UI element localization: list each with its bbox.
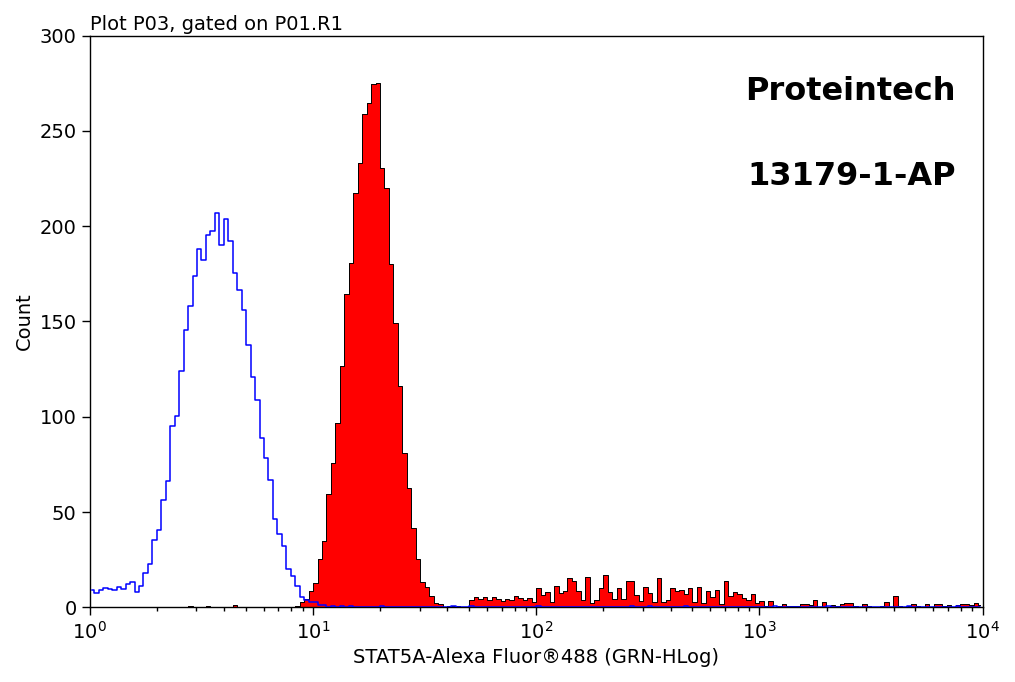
Y-axis label: Count: Count — [15, 293, 33, 351]
Text: 13179-1-AP: 13179-1-AP — [747, 162, 956, 192]
Text: Plot P03, gated on P01.R1: Plot P03, gated on P01.R1 — [90, 15, 343, 34]
X-axis label: STAT5A-Alexa Fluor®488 (GRN-HLog): STAT5A-Alexa Fluor®488 (GRN-HLog) — [353, 648, 720, 667]
Text: Proteintech: Proteintech — [745, 76, 956, 106]
